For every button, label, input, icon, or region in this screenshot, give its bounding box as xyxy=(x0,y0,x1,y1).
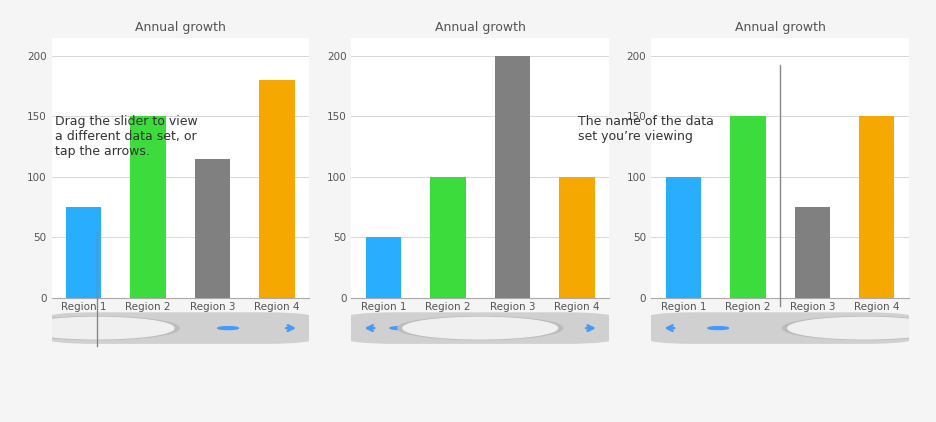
Bar xyxy=(430,177,465,298)
Bar xyxy=(665,177,700,298)
X-axis label: 2014: 2014 xyxy=(465,315,494,328)
Circle shape xyxy=(708,327,728,330)
Bar xyxy=(195,159,230,298)
Circle shape xyxy=(389,327,410,330)
FancyBboxPatch shape xyxy=(643,312,915,344)
X-axis label: 2015: 2015 xyxy=(765,315,794,328)
Circle shape xyxy=(152,327,172,330)
Bar xyxy=(729,116,765,298)
Bar xyxy=(66,207,101,298)
FancyBboxPatch shape xyxy=(44,312,316,344)
Bar xyxy=(794,207,829,298)
X-axis label: 2013: 2013 xyxy=(166,315,195,328)
Bar xyxy=(259,80,295,298)
Circle shape xyxy=(14,316,179,340)
Bar xyxy=(494,56,530,298)
Circle shape xyxy=(397,316,562,340)
Bar xyxy=(559,177,594,298)
Circle shape xyxy=(20,317,174,339)
Circle shape xyxy=(782,316,936,340)
Text: Drag the slider to view
a different data set, or
tap the arrows.: Drag the slider to view a different data… xyxy=(55,115,197,158)
Title: Annual growth: Annual growth xyxy=(734,21,825,34)
Circle shape xyxy=(217,327,238,330)
Title: Annual growth: Annual growth xyxy=(135,21,226,34)
Circle shape xyxy=(787,317,936,339)
Bar xyxy=(365,237,401,298)
Bar xyxy=(130,116,166,298)
Circle shape xyxy=(526,327,547,330)
Bar xyxy=(858,116,894,298)
FancyBboxPatch shape xyxy=(344,312,616,344)
Title: Annual growth: Annual growth xyxy=(434,21,525,34)
Circle shape xyxy=(402,317,557,339)
Text: The name of the data
set you’re viewing: The name of the data set you’re viewing xyxy=(578,115,713,143)
